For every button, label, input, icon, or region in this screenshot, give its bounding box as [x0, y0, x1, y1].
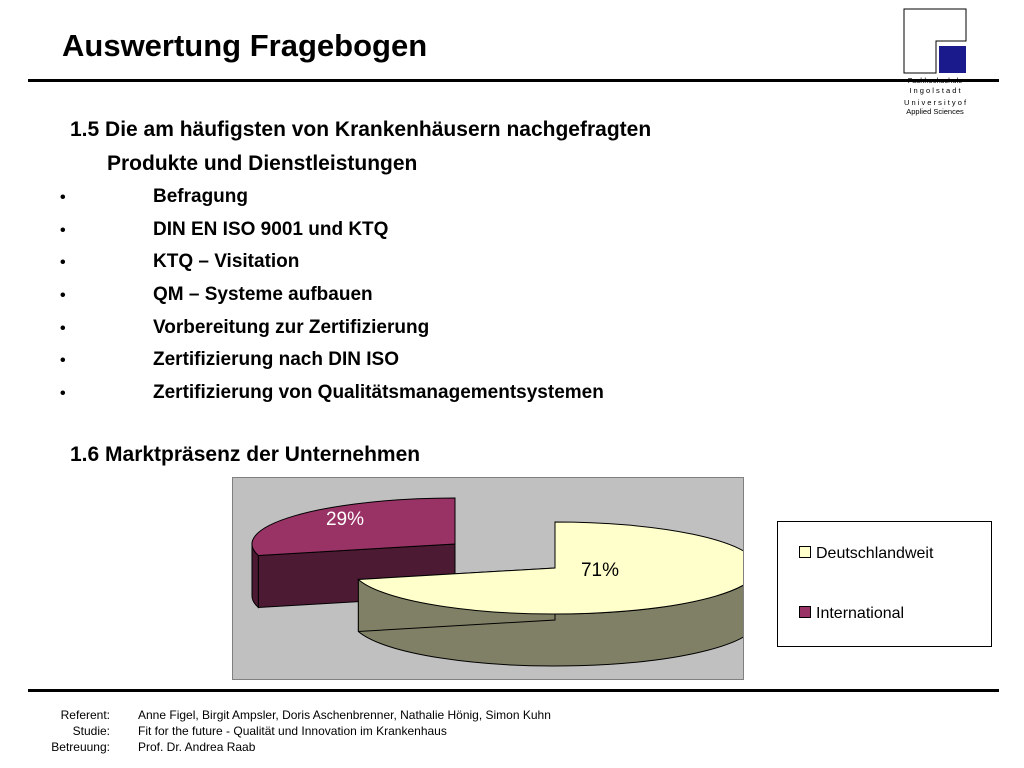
logo-line-4: Applied Sciences	[906, 107, 964, 116]
pie-slice-group	[357, 521, 743, 667]
footer-value-betreuung: Prof. Dr. Andrea Raab	[138, 740, 256, 754]
list-item-label: Befragung	[153, 186, 248, 207]
bullet-icon: •	[60, 221, 66, 239]
bullet-icon: •	[60, 352, 66, 370]
pie-slice	[251, 497, 456, 556]
footer-key-referent: Referent:	[60, 708, 110, 722]
footer-divider	[28, 689, 999, 692]
footer-value-referent: Anne Figel, Birgit Ampsler, Doris Aschen…	[138, 708, 551, 722]
list-item-label: QM – Systeme aufbauen	[153, 284, 373, 306]
logo-line-3: U n i v e r s i t y o f	[903, 98, 967, 107]
data-label: 29%	[326, 509, 364, 530]
section-heading-1-6: 1.6 Marktpräsenz der Unternehmen	[70, 443, 421, 466]
list-item-label: Zertifizierung nach DIN ISO	[153, 349, 399, 371]
legend-swatch	[799, 605, 811, 618]
footer-key-betreuung: Betreuung:	[51, 740, 110, 754]
legend-swatch	[799, 545, 811, 558]
bullet-icon: •	[60, 319, 66, 337]
legend-label: Deutschlandweit	[816, 545, 934, 562]
section-heading-1-5: 1.5 Die am häufigsten von Krankenhäusern…	[70, 113, 651, 181]
bullet-icon: •	[60, 385, 66, 403]
page-title: Auswertung Fragebogen	[62, 28, 428, 63]
legend-label: International	[816, 605, 905, 622]
section-heading-1-5-line1: 1.5 Die am häufigsten von Krankenhäusern…	[70, 118, 652, 141]
list-item-label: KTQ – Visitation	[153, 251, 300, 273]
pie-chart: 29% 71%	[251, 497, 743, 667]
logo-line-2: I n g o l s t a d t	[909, 86, 961, 95]
bullet-icon: •	[60, 189, 66, 206]
pie-chart-area: 29% 71%	[232, 477, 744, 680]
pie-slice	[357, 521, 743, 615]
university-logo-icon	[903, 8, 967, 74]
section-heading-1-5-line2: Produkte und Dienstleistungen	[107, 152, 418, 175]
list-item-label: Vorbereitung zur Zertifizierung	[153, 316, 430, 338]
data-label: 71%	[581, 560, 619, 581]
footer-key-studie: Studie:	[72, 724, 110, 738]
bullet-icon: •	[60, 254, 66, 272]
bullet-icon: •	[60, 287, 66, 305]
header-divider	[28, 79, 999, 82]
legend-item-international: International	[799, 604, 904, 624]
chart-legend: Deutschlandweit International	[777, 521, 992, 647]
legend-item-deutschlandweit: Deutschlandweit	[799, 544, 933, 564]
list-item-label: DIN EN ISO 9001 und KTQ	[153, 218, 389, 240]
list-item-label: Zertifizierung von Qualitätsmanagementsy…	[153, 382, 604, 404]
footer-value-studie: Fit for the future - Qualität und Innova…	[138, 724, 447, 738]
